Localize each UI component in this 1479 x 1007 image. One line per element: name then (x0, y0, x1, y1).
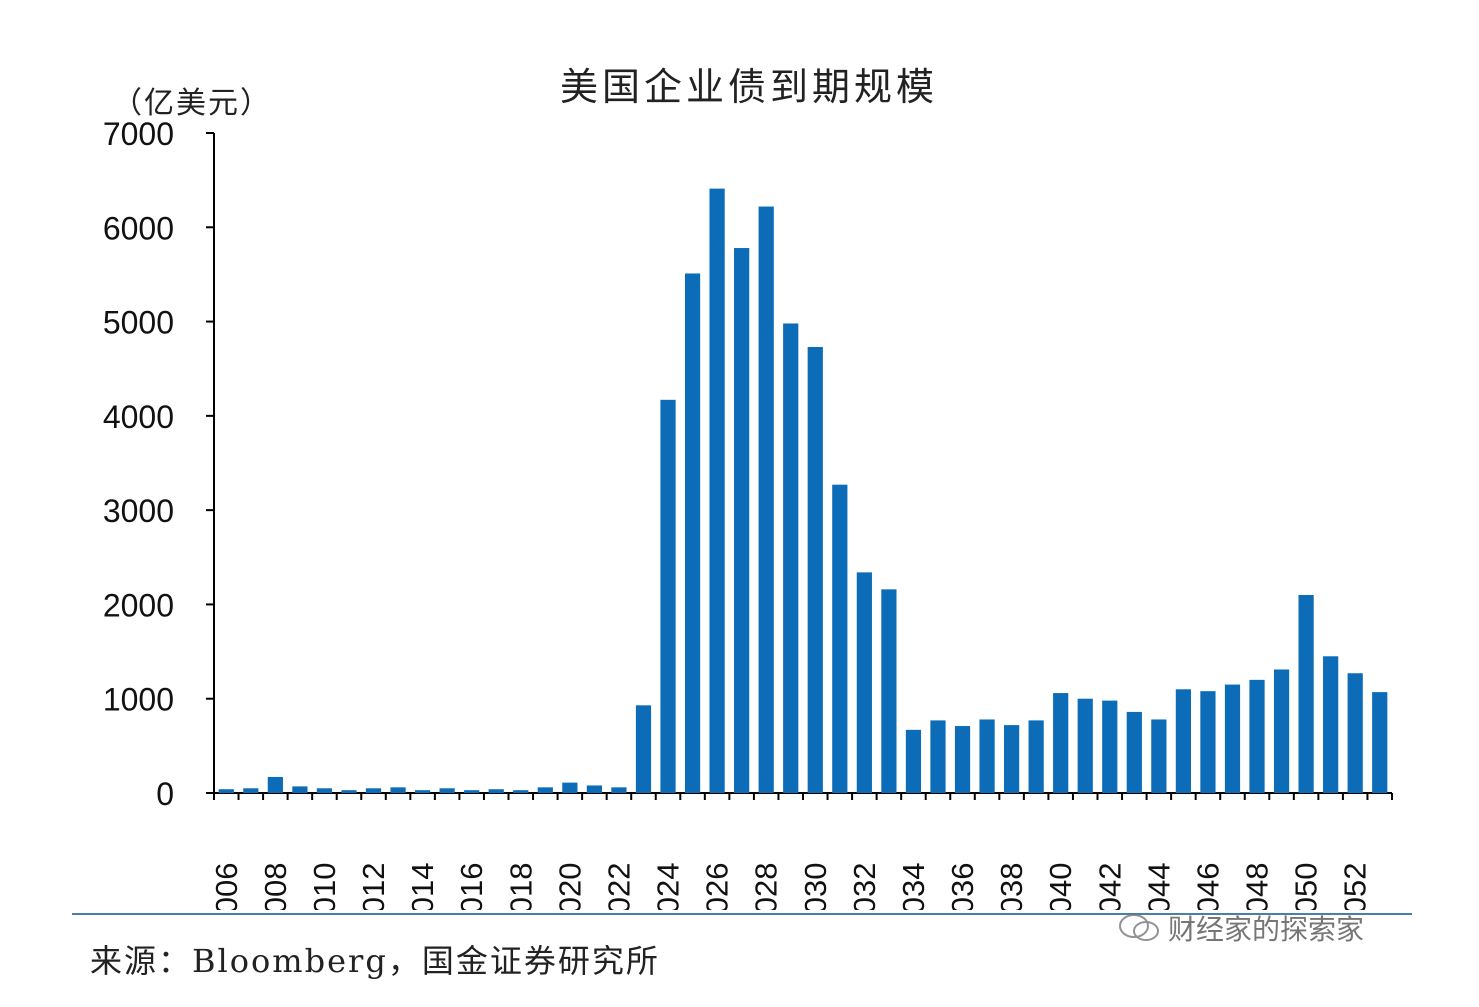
bar (807, 347, 823, 793)
x-tick-label: 2038 (994, 863, 1029, 910)
bar (709, 188, 725, 794)
bar (1102, 700, 1118, 793)
bar (783, 323, 799, 793)
y-tick-label: 3000 (103, 493, 174, 529)
x-tick-label: 2034 (896, 863, 931, 910)
bar (1053, 693, 1069, 793)
bar (1298, 595, 1314, 793)
bar (660, 399, 676, 793)
divider-line (72, 913, 1412, 915)
bar (1175, 689, 1192, 793)
bar (586, 785, 603, 793)
y-tick-label: 6000 (103, 210, 174, 246)
bar (365, 788, 382, 793)
x-tick-label: 2028 (749, 863, 784, 910)
x-tick-label: 2014 (405, 863, 440, 910)
y-tick-label: 1000 (103, 682, 174, 718)
x-tick-label: 2012 (356, 863, 391, 910)
bar (954, 726, 971, 793)
wechat-icon (1119, 914, 1159, 941)
bar (513, 790, 529, 793)
bar (243, 788, 259, 793)
x-tick-label: 2036 (945, 863, 980, 910)
bar (758, 206, 774, 794)
bar (905, 729, 922, 793)
x-tick-label: 2008 (258, 863, 293, 910)
bar (930, 720, 946, 793)
x-tick-label: 2024 (651, 863, 686, 910)
bar (390, 787, 406, 793)
bar (1323, 656, 1339, 793)
bar (1028, 720, 1044, 793)
x-tick-label: 2040 (1043, 863, 1078, 910)
bar (684, 273, 701, 793)
x-tick-label: 2048 (1240, 863, 1275, 910)
bar (267, 776, 283, 793)
x-tick-label: 2022 (601, 863, 636, 910)
y-tick-label: 7000 (103, 116, 174, 152)
x-tick-label: 2026 (700, 863, 735, 910)
bar (537, 787, 553, 793)
bar (881, 589, 897, 793)
y-tick-label: 5000 (103, 305, 174, 341)
bar (1003, 725, 1020, 793)
x-tick-label: 2016 (454, 863, 489, 910)
watermark-text: 财经家的探索家 (1168, 913, 1365, 946)
bar (856, 572, 872, 793)
x-tick-label: 2020 (552, 863, 587, 910)
bar (488, 789, 504, 793)
watermark: 财经家的探索家 (1118, 908, 1364, 948)
bar (979, 719, 995, 793)
x-tick-label: 2010 (307, 863, 342, 910)
y-axis-unit: （亿美元） (112, 86, 272, 121)
x-tick-label: 2018 (503, 863, 538, 910)
bar (1273, 669, 1290, 793)
bar (439, 788, 455, 793)
x-tick-label: 2052 (1338, 863, 1373, 910)
chart-title: 美国企业债到期规模 (560, 65, 939, 109)
bar (414, 790, 431, 793)
y-tick-label: 2000 (103, 587, 174, 623)
bar (1224, 684, 1241, 793)
bar (734, 248, 750, 793)
bar (341, 790, 357, 793)
bar (1077, 698, 1093, 793)
bar (464, 790, 480, 793)
source-note: 来源：Bloomberg，国金证券研究所 (90, 942, 660, 980)
bar (1249, 679, 1265, 793)
bar (218, 789, 234, 793)
x-tick-label: 2042 (1092, 863, 1127, 910)
bar (1200, 691, 1216, 793)
bar (1347, 673, 1363, 793)
y-tick-label: 4000 (103, 399, 174, 435)
x-tick-label: 2046 (1190, 863, 1225, 910)
x-tick-label: 2050 (1289, 863, 1324, 910)
bar (832, 484, 848, 793)
bar (1372, 692, 1388, 793)
bar (1126, 711, 1142, 793)
x-tick-label: 2044 (1141, 863, 1176, 910)
x-tick-label: 2032 (847, 863, 882, 910)
y-tick-label: 0 (156, 776, 174, 812)
bar (635, 705, 652, 793)
bar (292, 786, 308, 793)
x-tick-label: 2006 (209, 863, 244, 910)
x-tick-label: 2030 (798, 863, 833, 910)
bar (611, 787, 627, 793)
bar-chart: 0 1000 2000 3000 4000 5000 6000 7000 2006 2008 201… (103, 116, 1393, 910)
bar (316, 788, 333, 793)
bar (1151, 719, 1167, 793)
bar (562, 782, 578, 793)
